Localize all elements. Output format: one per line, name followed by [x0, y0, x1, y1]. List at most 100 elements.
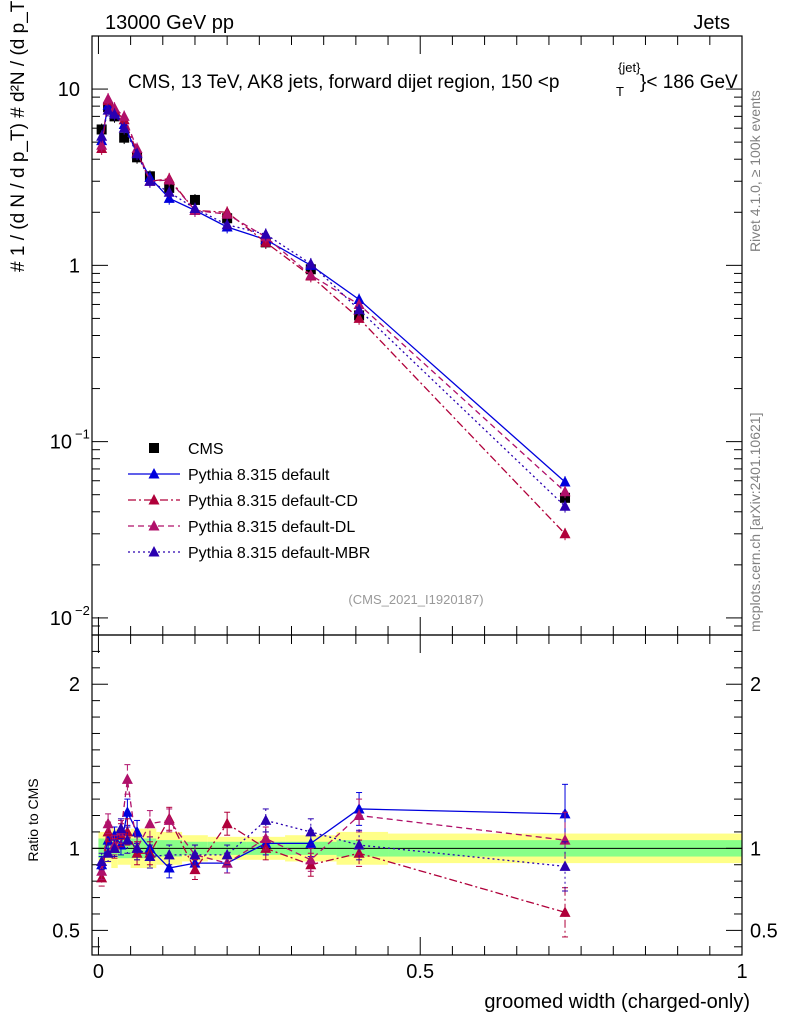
ratio-y-tick-label: 0.5: [52, 920, 80, 942]
ratio-data-point: [96, 865, 108, 876]
ratio-data-point: [121, 773, 133, 784]
main-data-point: [96, 130, 108, 141]
ratio-y-tick-label: 2: [69, 674, 80, 696]
legend-item-mbr: Pythia 8.315 default-MBR: [128, 545, 370, 562]
main-data-point: [96, 139, 108, 150]
ratio-data-point: [109, 842, 121, 853]
main-data-point: [559, 476, 571, 487]
mcplots-label: mcplots.cern.ch [arXiv:2401.10621]: [747, 413, 763, 632]
ratio-data-point: [305, 853, 317, 865]
svg-text:CMS, 13 TeV, AK8 jets, forward: CMS, 13 TeV, AK8 jets, forward dijet reg…: [128, 72, 559, 93]
ratio-data-point: [163, 848, 175, 860]
main-series-dl: [96, 92, 571, 499]
svg-text:# 1 / (d N / d p_T) # d²N /: # 1 / (d N / d p_T) # d²N / (d p_T dλ): [8, 0, 29, 272]
category-label: Jets: [693, 12, 730, 34]
legend-item-cd: Pythia 8.315 default-CD: [128, 493, 358, 510]
ratio-y-ticks: 0.5 0.5 1 1 2 2: [52, 650, 778, 948]
main-series-line: [101, 109, 566, 507]
main-series-mbr: [96, 104, 571, 513]
ratio-data-point: [221, 817, 233, 829]
ratio-data-point: [260, 814, 272, 825]
ratio-y-tick-label-right: 1: [750, 838, 761, 860]
main-data-point: [189, 194, 200, 205]
main-y-label: # 1 / (d N / d p_T) # d²N / (d p_T dλ): [8, 0, 29, 272]
main-y-tick-exponent: −2: [75, 603, 90, 618]
main-series-data: [96, 101, 571, 505]
main-data-point: [109, 102, 121, 113]
ratio-data-point: [189, 848, 201, 860]
legend-label: Pythia 8.315 default: [188, 467, 330, 484]
ratio-data-point: [102, 847, 114, 858]
ratio-y-label: Ratio to CMS: [25, 778, 41, 861]
main-data-point: [559, 485, 571, 497]
main-data-point: [118, 122, 130, 133]
x-ticks: 0 0.5 1: [93, 36, 748, 983]
analysis-id: (CMS_2021_I1920187): [348, 592, 483, 607]
legend-marker: [149, 443, 159, 453]
legend-marker: [148, 520, 160, 531]
ratio-data-point: [221, 848, 233, 860]
ratio-data-point: [260, 832, 272, 843]
main-data-point: [221, 218, 233, 230]
main-data-point: [163, 173, 175, 185]
x-tick-label: 0.5: [406, 961, 434, 983]
main-y-tick-label: 1: [69, 255, 80, 277]
main-y-tick-label: 10: [50, 432, 72, 454]
ratio-data-point: [305, 825, 317, 837]
ratio-data-point: [559, 906, 571, 917]
ratio-data-point: [96, 855, 108, 866]
legend: CMS Pythia 8.315 default Pythia 8.315 defa…: [128, 441, 370, 562]
legend-marker: [148, 468, 160, 479]
rivet-label: Rivet 4.1.0, ≥ 100k events: [747, 90, 763, 252]
main-data-point: [221, 208, 233, 219]
ratio-data-point: [163, 862, 175, 873]
plot-title-sup: {jet}: [618, 60, 641, 75]
ratio-panel: 0 0.5 10.5 0.51 12 2: [52, 36, 778, 983]
main-data-point: [163, 186, 175, 197]
main-data-point: [109, 108, 121, 119]
x-tick-label: 0: [93, 961, 104, 983]
ratio-data-point: [121, 834, 133, 845]
main-data-point: [260, 228, 272, 239]
main-series-line: [101, 98, 566, 535]
ratio-data-point: [102, 817, 114, 829]
main-panel: 10−210−1110102: [50, 35, 743, 636]
ratio-data-point: [121, 806, 133, 817]
main-series-default: [96, 99, 571, 489]
ratio-frame: [91, 634, 743, 956]
main-data-point: [144, 175, 156, 186]
legend-label: Pythia 8.315 default-DL: [188, 519, 355, 536]
ratio-data-point: [353, 839, 365, 850]
main-y-tick-exponent: −1: [75, 427, 90, 442]
ratio-data-point: [115, 822, 127, 834]
legend-label: CMS: [188, 441, 224, 458]
ratio-data-point: [353, 809, 365, 821]
plot-title-sub: T: [616, 84, 624, 99]
ratio-data-point: [144, 850, 156, 862]
main-data-point: [353, 303, 365, 315]
main-data-point: [305, 257, 317, 269]
plot-title: CMS, 13 TeV, AK8 jets, forward dijet reg…: [128, 60, 738, 99]
main-y-tick-label: 10: [50, 608, 72, 630]
ratio-data-point: [131, 825, 143, 837]
ratio-y-tick-label-right: 0.5: [750, 920, 778, 942]
ratio-y-tick-label: 1: [69, 838, 80, 860]
ratio-data-point: [189, 863, 201, 875]
main-data-point: [131, 147, 143, 159]
ratio-series-mbr: [96, 808, 571, 892]
legend-marker: [148, 546, 160, 557]
legend-item-default: Pythia 8.315 default: [128, 467, 330, 484]
main-data-point: [305, 269, 317, 280]
plot-title-tail: }< 186 GeV: [640, 72, 738, 93]
main-data-point: [189, 202, 201, 214]
legend-label: Pythia 8.315 default-CD: [188, 493, 358, 510]
ratio-data-point: [144, 817, 156, 829]
main-y-ticks: 10−210−1110102: [50, 35, 742, 636]
main-data-point: [118, 110, 130, 121]
main-data-point: [559, 527, 571, 539]
ratio-data-point: [131, 842, 143, 853]
energy-label: 13000 GeV pp: [105, 12, 234, 34]
legend-item-data: CMS: [149, 441, 224, 458]
plot-title-main: CMS, 13 TeV, AK8 jets, forward dijet reg…: [128, 72, 559, 93]
